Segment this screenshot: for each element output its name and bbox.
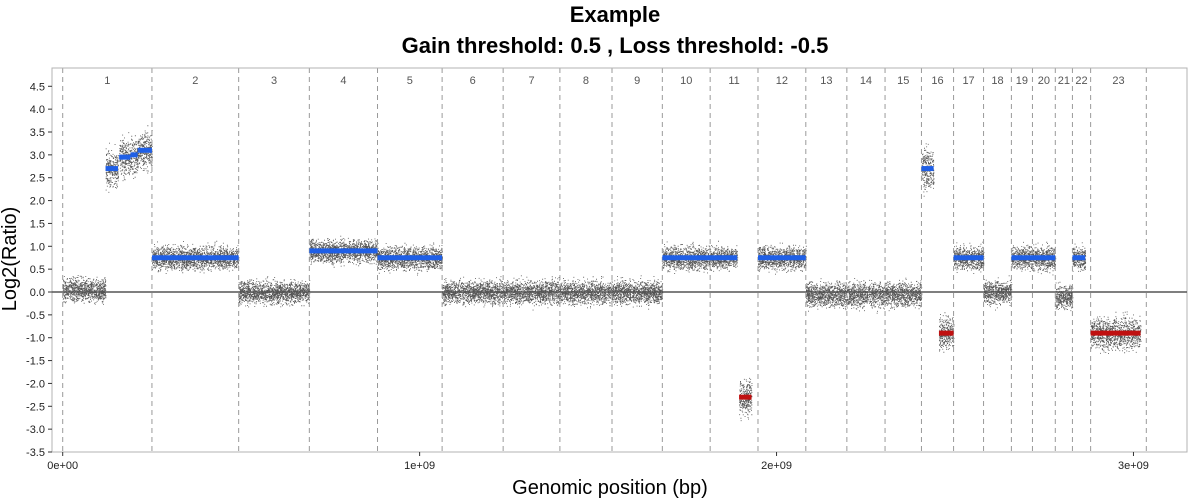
chromosome-label: 8 [583,75,589,87]
x-tick-label: 0e+00 [47,460,78,472]
plot-frame [51,67,1188,453]
x-tick-label: 1e+09 [404,460,435,472]
chromosome-label: 16 [931,75,943,87]
chromosome-label: 4 [340,75,346,87]
probe-region-3 [137,125,153,174]
chromosome-label: 2 [192,75,198,87]
probe-region-12 [805,277,923,314]
y-tick-label: 0.0 [30,287,45,299]
probe-region-5 [238,276,311,308]
chromosome-label: 21 [1058,75,1070,87]
probe-region-0 [62,275,107,305]
axes: -3.5 -3.0 -2.5 -2.0 -1.5 -1.0 -0.5 0.0 0.5 1.0 1.5… [26,67,1188,472]
chromosome-label: 9 [634,75,640,87]
chromosome-label: 14 [860,75,872,87]
probe-region-18 [1055,281,1074,312]
y-tick-label: -0.5 [26,310,45,322]
probe-region-17 [1011,241,1057,276]
segments [105,147,1141,400]
chart-subtitle: Gain threshold: 0.5 , Loss threshold: -0… [401,33,829,58]
y-tick-label: -2.5 [26,401,45,413]
y-tick-label: 4.0 [30,104,45,116]
x-tick-label: 3e+09 [1118,460,1149,472]
y-tick-label: 3.0 [30,150,45,162]
chromosome-label: 22 [1075,75,1087,87]
chromosome-label: 1 [104,75,110,87]
chromosome-label: 3 [271,75,277,87]
chromosome-label: 18 [991,75,1003,87]
chromosome-labels: 1 2 3 4 5 6 7 8 9 10 11 12 13 14 15 16 17 18 19 20 21 22 23 [104,75,1124,87]
chromosome-label: 11 [728,75,739,87]
x-tick-label: 2e+09 [761,460,792,472]
chart-title: Example [569,2,661,27]
y-tick-label: 0.5 [30,264,45,276]
probe-region-1 [105,142,119,193]
chromosome-label: 10 [680,75,692,87]
y-tick-label: 1.5 [30,218,45,230]
y-tick-label: -3.0 [26,424,45,436]
y-axis-label: Log2(Ratio) [0,207,21,312]
y-tick-label: 2.0 [30,196,45,208]
y-tick-label: 3.5 [30,127,45,139]
chromosome-label: 13 [820,75,832,87]
probe-region-13 [921,143,935,197]
y-tick-label: -3.5 [26,447,45,459]
probe-region-8 [442,275,664,311]
chromosome-label: 23 [1112,75,1124,87]
y-tick-label: 4.5 [30,81,45,93]
x-axis-label: Genomic position (bp) [512,477,708,499]
probe-region-14 [939,312,955,353]
chromosome-label: 6 [470,75,476,87]
chromosome-label: 17 [962,75,974,87]
y-tick-label: -1.0 [26,333,45,345]
probe-points [62,125,1142,422]
chromosome-label: 12 [776,75,788,87]
y-tick-label: -1.5 [26,356,45,368]
y-tick-label: -2.0 [26,378,45,390]
chromosome-label: 19 [1016,75,1028,87]
y-tick-label: 1.0 [30,241,45,253]
chromosome-label: 5 [407,75,413,87]
chromosome-label: 15 [897,75,909,87]
chromosome-label: 7 [528,75,534,87]
y-tick-label: 2.5 [30,173,45,185]
probe-region-16 [983,275,1013,311]
chromosome-label: 20 [1038,75,1050,87]
